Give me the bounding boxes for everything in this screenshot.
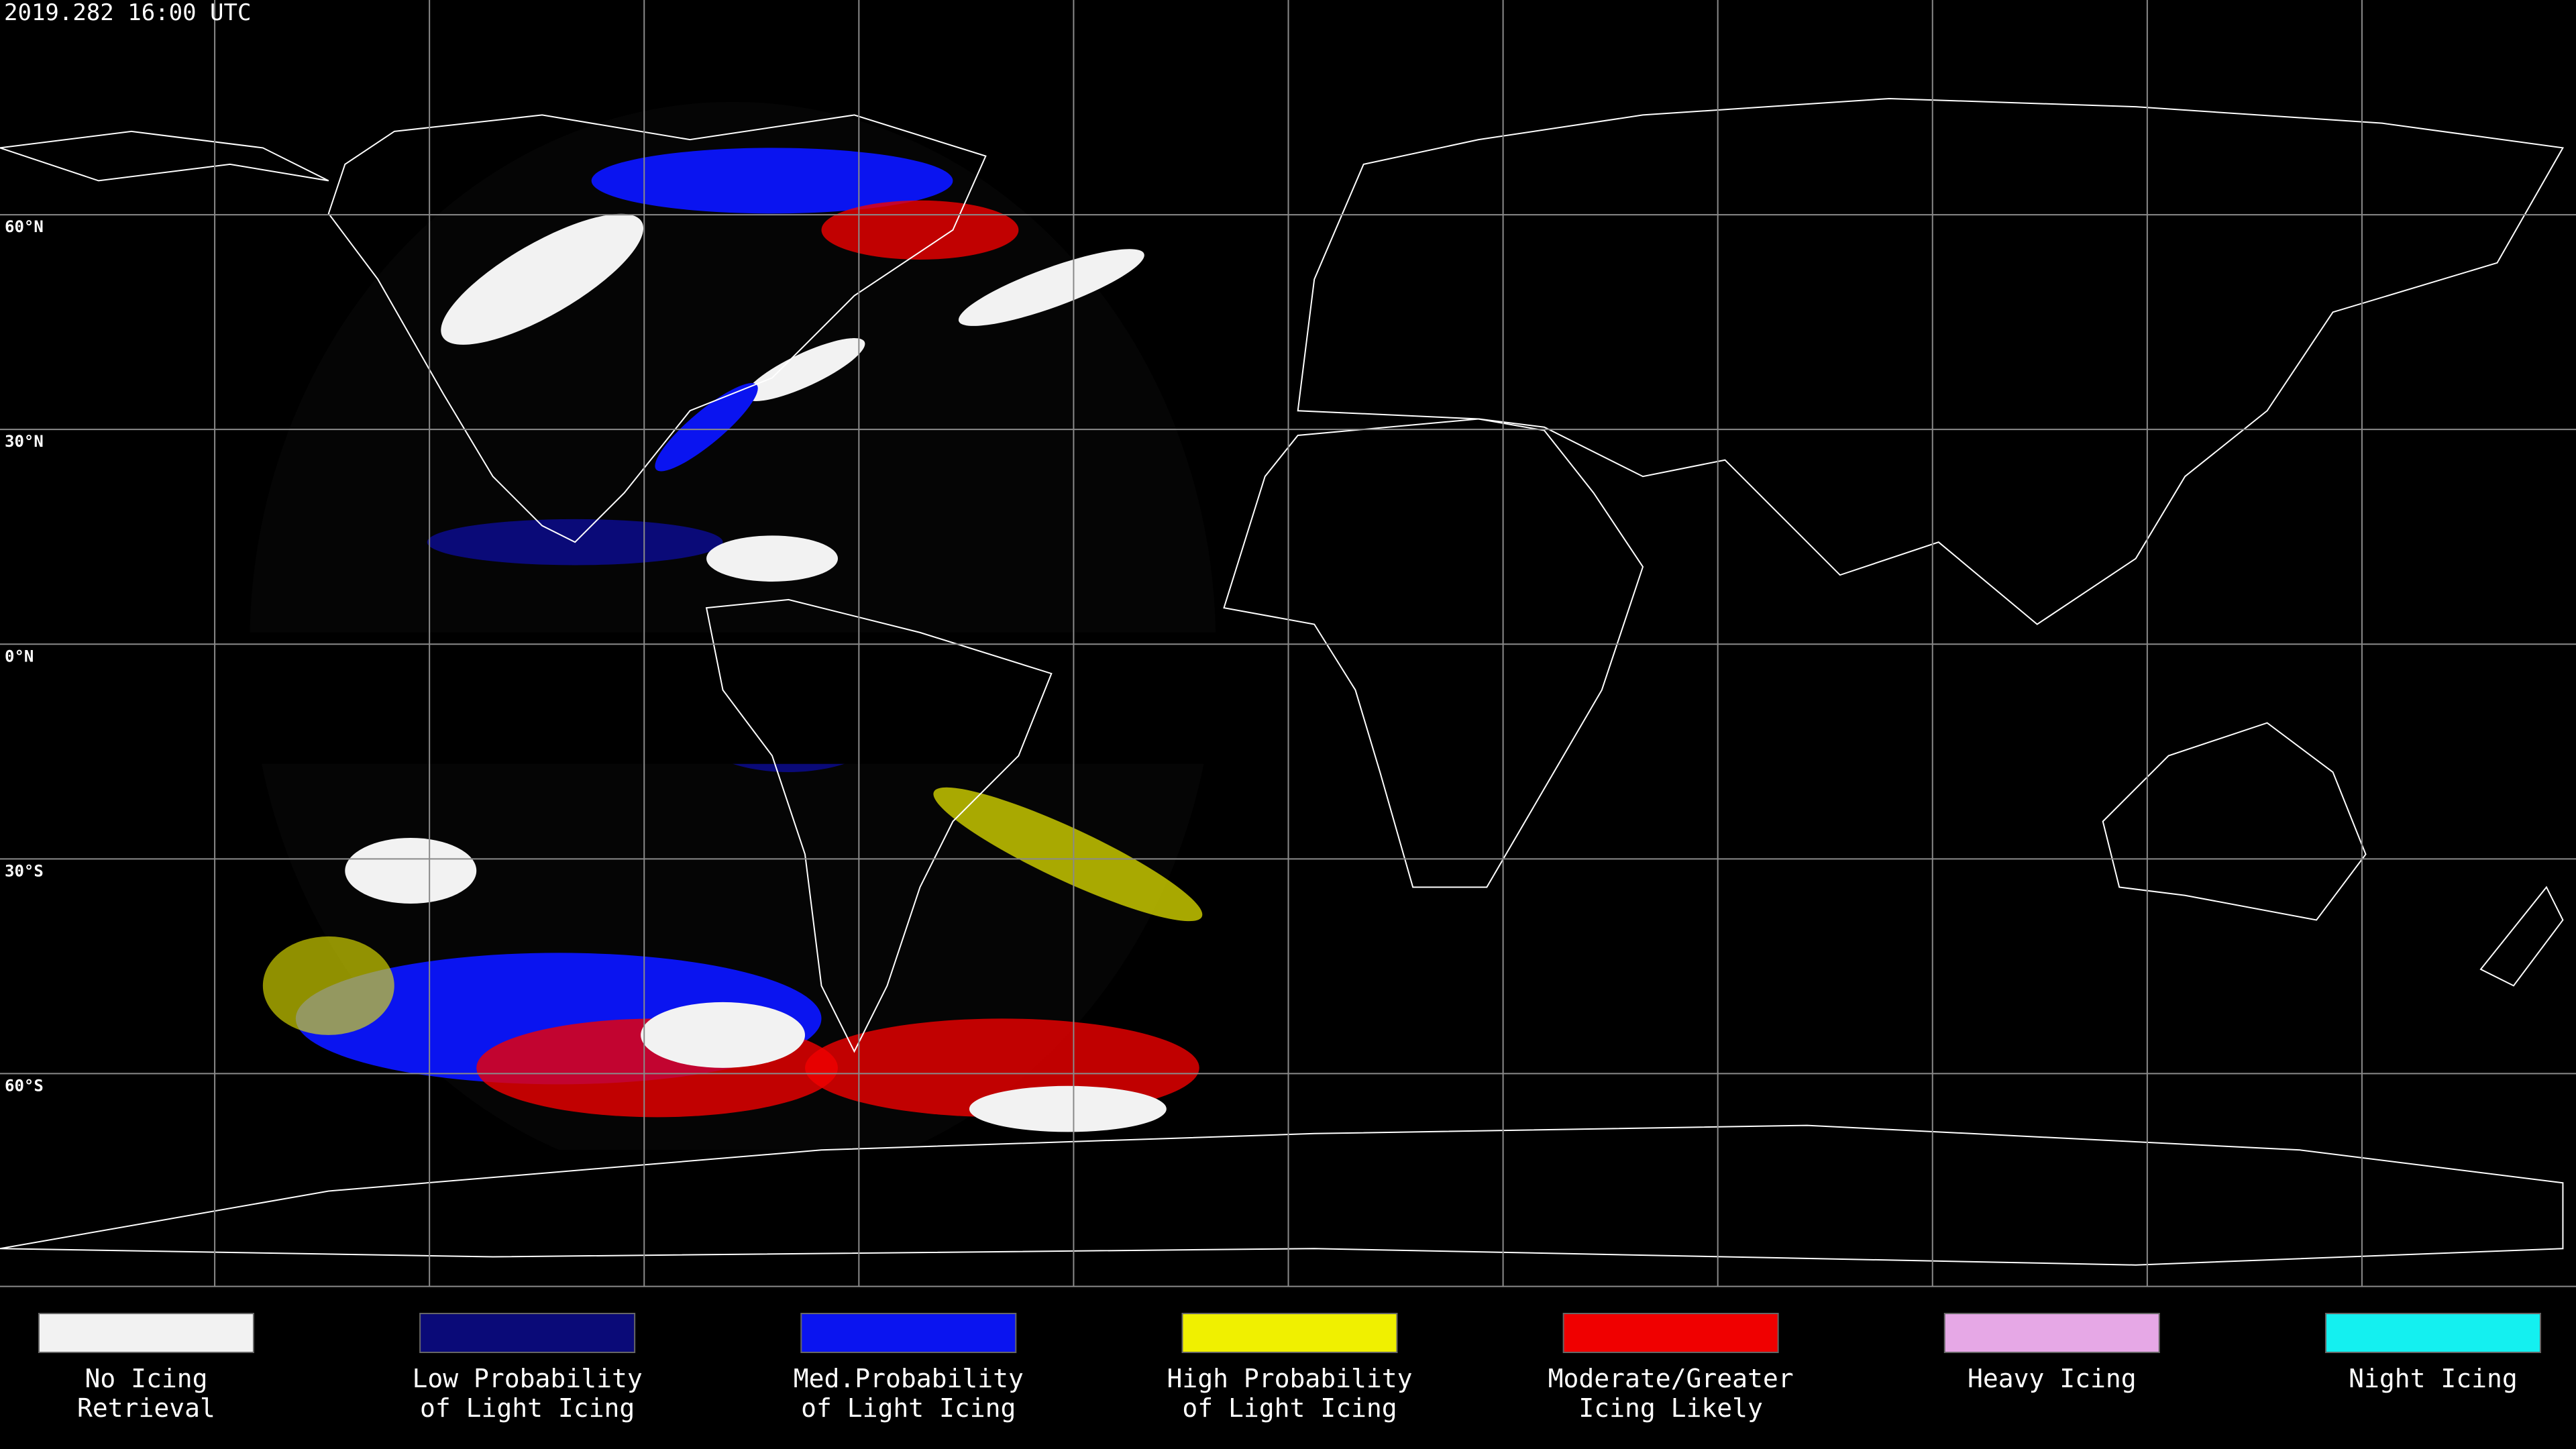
- legend-swatch: [38, 1313, 254, 1353]
- legend-label: of Light Icing: [420, 1393, 635, 1423]
- latitude-label: 60°S: [5, 1076, 44, 1095]
- coastlines: [0, 99, 2563, 1265]
- legend-swatch: [2324, 1313, 2541, 1353]
- graticule: [0, 0, 2576, 1287]
- legend-label: Night Icing: [2349, 1364, 2518, 1393]
- legend-label: of Light Icing: [801, 1393, 1016, 1423]
- latitude-label: 30°N: [5, 432, 44, 451]
- latitude-label: 30°S: [5, 861, 44, 880]
- legend-swatch: [800, 1313, 1017, 1353]
- timestamp: 2019.282 16:00 UTC: [4, 0, 251, 26]
- legend-swatch: [1181, 1313, 1398, 1353]
- legend-swatch: [419, 1313, 636, 1353]
- legend-label: High Probability: [1167, 1364, 1412, 1393]
- legend-label: Low Probability: [413, 1364, 643, 1393]
- legend-label: Heavy Icing: [1968, 1364, 2137, 1393]
- latitude-labels: 60°N 30°N 0°N 30°S 60°S: [5, 217, 44, 1095]
- legend-label: Med.Probability: [794, 1364, 1024, 1393]
- legend-label: No Icing: [85, 1364, 207, 1393]
- legend-label: Icing Likely: [1578, 1393, 1763, 1423]
- legend-label: Retrieval: [77, 1393, 215, 1423]
- latitude-label: 60°N: [5, 217, 44, 236]
- latitude-label: 0°N: [5, 647, 34, 665]
- legend-label: of Light Icing: [1182, 1393, 1397, 1423]
- legend-swatch: [1562, 1313, 1779, 1353]
- legend-swatch: [1943, 1313, 2160, 1353]
- legend-label: Moderate/Greater: [1548, 1364, 1794, 1393]
